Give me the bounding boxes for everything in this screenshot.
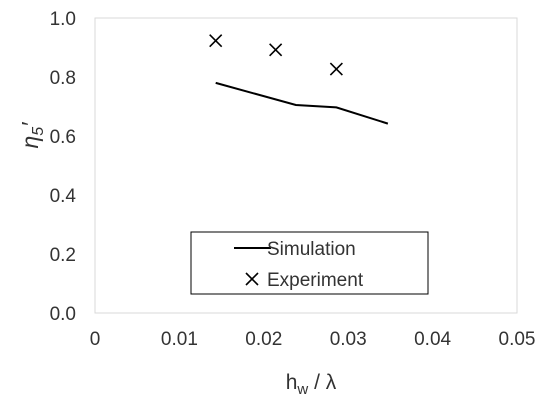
y-tick-label: 1.0 bbox=[50, 9, 76, 30]
experiment-marker-stroke bbox=[209, 34, 223, 48]
experiment-marker-stroke bbox=[329, 62, 343, 76]
legend-marker-stroke bbox=[245, 272, 259, 286]
x-tick-label: 0.03 bbox=[330, 329, 367, 350]
x-tick-label: 0.02 bbox=[245, 329, 282, 350]
y-tick-label: 0.2 bbox=[50, 245, 76, 266]
y-tick-label: 0.0 bbox=[50, 304, 76, 325]
axes: 0 0.01 0.02 0.03 0.04 0.05 0.0 0.2 0.4 0.6 0.8 1.0 bbox=[50, 9, 536, 350]
y-tick-label: 0.6 bbox=[50, 127, 76, 148]
x-axis-label: hw / λ bbox=[286, 371, 337, 398]
y-axis-label: η5′ bbox=[17, 122, 47, 149]
experiment-point bbox=[329, 62, 343, 76]
x-tick-label: 0.04 bbox=[414, 329, 451, 350]
x-tick-label: 0 bbox=[90, 329, 101, 350]
x-tick-label: 0.01 bbox=[161, 329, 198, 350]
legend-label: Experiment bbox=[267, 270, 364, 291]
plot-area bbox=[209, 34, 389, 125]
y-tick-label: 0.4 bbox=[50, 186, 77, 207]
legend: Simulation Experiment bbox=[190, 231, 429, 295]
legend-label: Simulation bbox=[267, 239, 356, 260]
x-tick-label: 0.05 bbox=[499, 329, 536, 350]
legend-swatch-experiment bbox=[245, 272, 259, 286]
legend-box bbox=[190, 231, 429, 295]
experiment-point bbox=[269, 43, 283, 57]
y-tick-label: 0.8 bbox=[50, 68, 76, 89]
experiment-marker-stroke bbox=[269, 43, 283, 57]
experiment-point bbox=[209, 34, 223, 48]
simulation-line bbox=[215, 81, 389, 125]
plot-border bbox=[94, 17, 518, 314]
